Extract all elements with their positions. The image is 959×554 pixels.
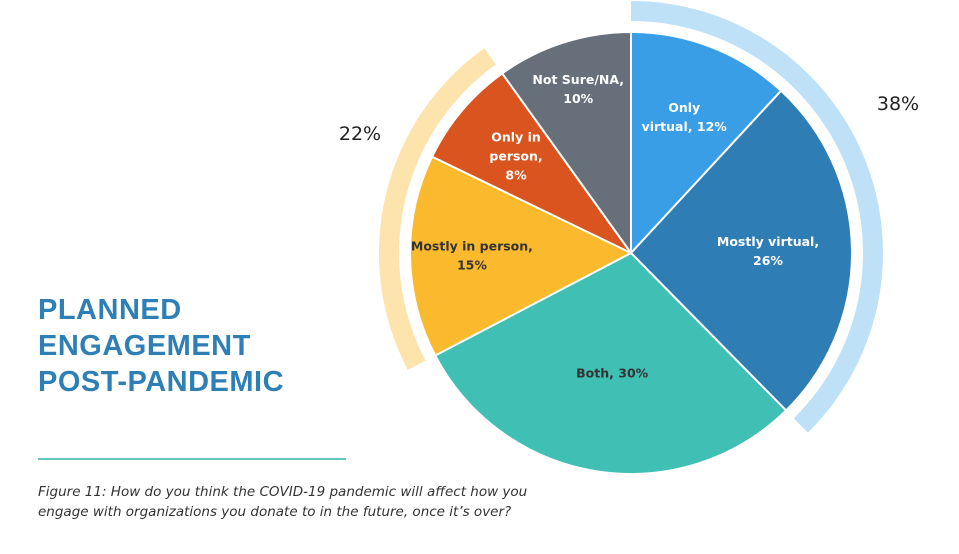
slice-label-mostly-in-person: Mostly in person, 15% [411, 238, 533, 272]
title-line-2: ENGAGEMENT [38, 330, 251, 362]
slice-labels: Only virtual, 12% Mostly virtual, 26% Both, … [411, 72, 819, 381]
group-arc-1 [631, 1, 884, 433]
slice-label-not-sure-na: Not Sure/NA, 10% [532, 72, 624, 106]
pie-slices [409, 31, 853, 475]
pie-slice-not-sure-na [501, 31, 632, 254]
pie-slice-mostly-virtual [630, 89, 853, 412]
page-title: PLANNED ENGAGEMENT POST-PANDEMIC [38, 292, 284, 400]
slice-label-only-virtual: Only virtual, 12% [642, 100, 728, 134]
slice-label-mostly-virtual: Mostly virtual, 26% [717, 234, 819, 268]
pie-slice-only-virtual [630, 31, 783, 254]
pie-slice-only-in-person [431, 72, 632, 254]
slice-label-both: Both, 30% [576, 366, 648, 381]
group-arc-2 [378, 48, 496, 370]
title-line-3: POST-PANDEMIC [38, 366, 285, 398]
slice-label-only-in-person: Only in person, 8% [489, 130, 542, 183]
pie-slice-both [434, 252, 788, 475]
group-arc-label-2: 22% [339, 123, 381, 145]
pie-slice-mostly-in-person [409, 155, 632, 357]
group-arc-label-1: 38% [877, 93, 919, 115]
title-line-1: PLANNED [38, 294, 182, 326]
divider-line [38, 458, 346, 460]
group-arcs [378, 1, 884, 433]
figure-caption: Figure 11: How do you think the COVID-19… [38, 484, 528, 520]
group-arc-labels: 38% 22% [339, 93, 919, 145]
